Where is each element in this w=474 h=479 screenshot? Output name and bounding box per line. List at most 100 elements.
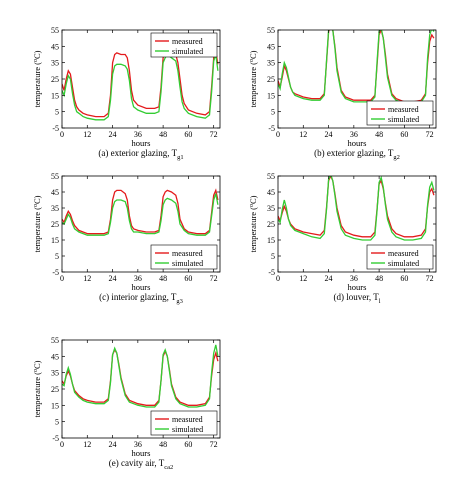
legend-label-simulated: simulated [388, 115, 419, 124]
y-tick-label: -5 [52, 124, 59, 133]
y-tick-label: 25 [51, 385, 59, 394]
y-axis-label-text: temperature ( [248, 62, 258, 108]
x-tick-label: 36 [134, 130, 142, 139]
y-axis-label-sup: o [33, 369, 39, 372]
legend-label-measured: measured [388, 105, 419, 114]
legend-label-measured: measured [172, 415, 203, 424]
legend-label-simulated: simulated [172, 259, 203, 268]
y-axis-label-text: temperature ( [32, 207, 42, 253]
legend-box [150, 244, 218, 270]
y-tick-label: 5 [271, 252, 275, 261]
y-tick-label: 55 [51, 336, 59, 345]
y-tick-label: 15 [267, 91, 275, 100]
y-axis-label-sup: o [249, 59, 255, 62]
x-tick-label: 24 [325, 274, 333, 283]
y-tick-label: 25 [51, 220, 59, 229]
y-tick-label: 15 [51, 401, 59, 410]
panel-caption-text: (c) interior glazing, T [99, 292, 177, 302]
y-tick-label: -5 [52, 268, 59, 277]
legend-label-measured: measured [388, 249, 419, 258]
legend-box [150, 32, 218, 58]
x-axis-label: hours [132, 138, 151, 148]
x-tick-label: 72 [210, 130, 218, 139]
panel-caption-sub: ca2 [164, 464, 173, 471]
y-tick-label: 45 [51, 352, 59, 361]
panel-caption-sub: l [379, 298, 381, 305]
x-tick-label: 60 [400, 130, 408, 139]
y-axis-label-unit: C) [32, 360, 42, 369]
chart-panel: 55 45 35 25 15 5 -50 12 24 36 48 60 72 hours temperatu… [32, 172, 221, 305]
y-tick-label: -5 [268, 268, 275, 277]
panel-caption-text: (a) exterior glazing, T [98, 148, 177, 158]
y-tick-label: 45 [51, 188, 59, 197]
panel-caption: (a) exterior glazing, Tg1 [98, 148, 183, 161]
series-line-simulated [278, 30, 435, 105]
series-line-measured [278, 30, 435, 103]
y-axis-label: temperature (oC) [248, 50, 258, 107]
y-axis-label-unit: C) [248, 50, 258, 59]
x-tick-label: 0 [60, 440, 64, 449]
x-tick-label: 24 [109, 130, 117, 139]
x-tick-label: 12 [83, 440, 91, 449]
y-axis-label-unit: C) [248, 195, 258, 204]
x-tick-label: 48 [375, 130, 383, 139]
y-tick-label: 5 [55, 418, 59, 427]
y-tick-label: 15 [267, 236, 275, 245]
y-axis-label: temperature (oC) [32, 195, 42, 252]
series-line-simulated [62, 344, 219, 408]
chart-panel: 55 45 35 25 15 5 -50 12 24 36 48 60 72 hours temperatu… [248, 172, 437, 305]
y-tick-label: 55 [267, 172, 275, 181]
legend-box [150, 410, 218, 436]
x-tick-label: 72 [210, 440, 218, 449]
panel-caption: (b) exterior glazing, Tg2 [314, 148, 400, 161]
x-axis-label: hours [132, 448, 151, 458]
y-axis-label-sup: o [249, 204, 255, 207]
chart-panel: 55 45 35 25 15 5 -50 12 24 36 48 60 72 hours temperatu… [32, 336, 221, 471]
x-tick-label: 36 [134, 440, 142, 449]
y-tick-label: 55 [267, 26, 275, 35]
x-tick-label: 0 [60, 130, 64, 139]
y-tick-label: 55 [51, 172, 59, 181]
series-line-simulated [62, 193, 219, 236]
x-tick-label: 0 [60, 274, 64, 283]
legend-box [366, 244, 434, 270]
x-tick-label: 24 [109, 274, 117, 283]
y-tick-label: 35 [51, 59, 59, 68]
y-tick-label: 35 [51, 204, 59, 213]
y-axis-label: temperature (oC) [248, 195, 258, 252]
y-tick-label: -5 [52, 434, 59, 443]
y-axis-label-sup: o [33, 59, 39, 62]
panel-caption-text: (b) exterior glazing, T [314, 148, 394, 158]
y-tick-label: 35 [267, 204, 275, 213]
y-axis-label-text: temperature ( [248, 207, 258, 253]
x-tick-label: 72 [426, 130, 434, 139]
series-line-simulated [278, 176, 435, 241]
x-tick-label: 60 [184, 440, 192, 449]
y-axis-label-text: temperature ( [32, 372, 42, 418]
y-tick-label: 45 [51, 42, 59, 51]
y-axis-label-sup: o [33, 204, 39, 207]
y-tick-label: 35 [51, 369, 59, 378]
x-tick-label: 36 [350, 130, 358, 139]
legend-label-simulated: simulated [388, 259, 419, 268]
y-tick-label: 15 [51, 236, 59, 245]
series-line-measured [278, 176, 435, 238]
panel-caption: (e) cavity air, Tca2 [109, 458, 173, 471]
legend-label-simulated: simulated [172, 47, 203, 56]
panel-caption-sub: g1 [177, 154, 184, 161]
y-tick-label: 5 [271, 108, 275, 117]
y-axis-label-text: temperature ( [32, 62, 42, 108]
x-tick-label: 60 [184, 274, 192, 283]
x-tick-label: 72 [210, 274, 218, 283]
x-tick-label: 0 [276, 274, 280, 283]
x-axis-label: hours [348, 138, 367, 148]
x-tick-label: 24 [109, 440, 117, 449]
x-tick-label: 48 [159, 274, 167, 283]
x-tick-label: 48 [159, 130, 167, 139]
legend-box [366, 100, 434, 126]
legend-label-measured: measured [172, 249, 203, 258]
y-tick-label: 15 [51, 91, 59, 100]
x-tick-label: 12 [83, 274, 91, 283]
x-axis-label: hours [348, 282, 367, 292]
